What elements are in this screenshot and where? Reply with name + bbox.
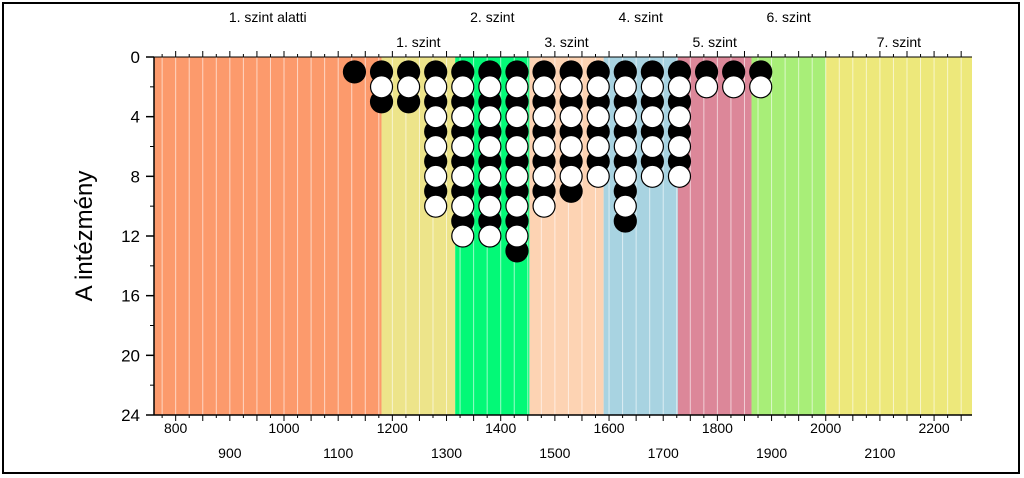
white-marker (694, 75, 719, 99)
x-tick-label: 1400 (485, 420, 516, 436)
x-tick-label: 900 (218, 445, 242, 461)
white-marker (586, 134, 610, 159)
white-marker (722, 75, 746, 99)
y-tick-label: 24 (121, 406, 140, 425)
level-band (603, 57, 678, 415)
band-label: 1. szint alatti (229, 9, 307, 25)
x-tick-label: 1800 (702, 420, 733, 436)
labels: 1. szint alatti 1. szint 2. szint 3. szint 4… (229, 9, 921, 50)
x-tick-label: 2200 (919, 420, 950, 436)
white-marker (451, 105, 475, 129)
white-marker (505, 105, 529, 129)
band-label: 1. szint (396, 34, 440, 50)
x-tick-label: 1000 (268, 420, 299, 436)
axes: 0 4 8 12 16 20 24 800 1000 1200 1400 1600 1800 2000 22… (121, 48, 972, 461)
white-marker (505, 194, 529, 218)
white-marker (613, 75, 637, 99)
band-label: 4. szint (619, 9, 663, 25)
white-marker (586, 164, 610, 188)
white-marker (749, 75, 773, 99)
y-tick-label: 16 (121, 287, 140, 306)
band-label: 2. szint (470, 9, 514, 25)
white-marker (424, 75, 448, 99)
white-marker (451, 164, 475, 188)
level-band (751, 57, 826, 415)
white-marker (424, 105, 448, 129)
white-marker (505, 134, 529, 159)
white-marker (640, 134, 664, 159)
white-marker (451, 194, 475, 218)
white-marker (478, 224, 502, 248)
white-marker (478, 105, 502, 129)
x-tick-label: 1100 (323, 445, 353, 461)
x-tick-label: 1500 (539, 445, 570, 461)
y-axis-label: A intézmény (71, 171, 98, 302)
x-tick-label: 1300 (431, 445, 462, 461)
band-label: 5. szint (693, 34, 737, 50)
white-marker (586, 75, 610, 99)
white-marker (559, 134, 583, 159)
band-label: 6. szint (766, 9, 810, 25)
y-tick-label: 0 (131, 48, 140, 67)
band-label: 3. szint (544, 34, 588, 50)
y-tick-label: 20 (121, 346, 140, 365)
white-marker (586, 105, 610, 129)
black-marker (342, 60, 367, 84)
white-marker (640, 164, 664, 188)
white-marker (532, 134, 556, 159)
white-marker (424, 134, 448, 159)
band-label: 7. szint (877, 34, 921, 50)
white-marker (478, 134, 502, 159)
x-tick-label: 2100 (864, 445, 895, 461)
data-points (342, 60, 773, 263)
white-marker (613, 134, 637, 159)
x-tick-label: 1900 (756, 445, 787, 461)
y-tick-label: 8 (131, 167, 140, 186)
white-marker (613, 105, 637, 129)
x-tick-label: 1700 (648, 445, 679, 461)
white-marker (559, 164, 583, 188)
white-marker (478, 194, 502, 218)
white-marker (424, 194, 448, 218)
white-marker (397, 75, 421, 99)
y-tick-label: 12 (121, 227, 140, 246)
white-marker (532, 75, 556, 99)
x-tick-label: 1200 (377, 420, 408, 436)
white-marker (667, 164, 692, 188)
white-marker (532, 194, 556, 218)
white-marker (613, 164, 637, 188)
white-marker (451, 75, 475, 99)
white-marker (559, 75, 583, 99)
white-marker (478, 164, 502, 188)
white-marker (424, 164, 448, 188)
level-band (825, 57, 972, 415)
white-marker (505, 224, 529, 248)
white-marker (369, 75, 394, 99)
x-tick-label: 1600 (593, 420, 624, 436)
white-marker (532, 164, 556, 188)
white-marker (640, 75, 664, 99)
white-marker (532, 105, 556, 129)
white-marker (667, 105, 692, 129)
white-marker (559, 105, 583, 129)
y-tick-label: 4 (131, 108, 140, 127)
white-marker (478, 75, 502, 99)
white-marker (613, 194, 637, 218)
white-marker (505, 75, 529, 99)
white-marker (505, 164, 529, 188)
white-marker (451, 134, 475, 159)
white-marker (667, 134, 692, 159)
x-tick-label: 800 (164, 420, 188, 436)
white-marker (667, 75, 692, 99)
white-marker (451, 224, 475, 248)
x-tick-label: 2000 (810, 420, 841, 436)
level-band (154, 57, 382, 415)
white-marker (640, 105, 664, 129)
